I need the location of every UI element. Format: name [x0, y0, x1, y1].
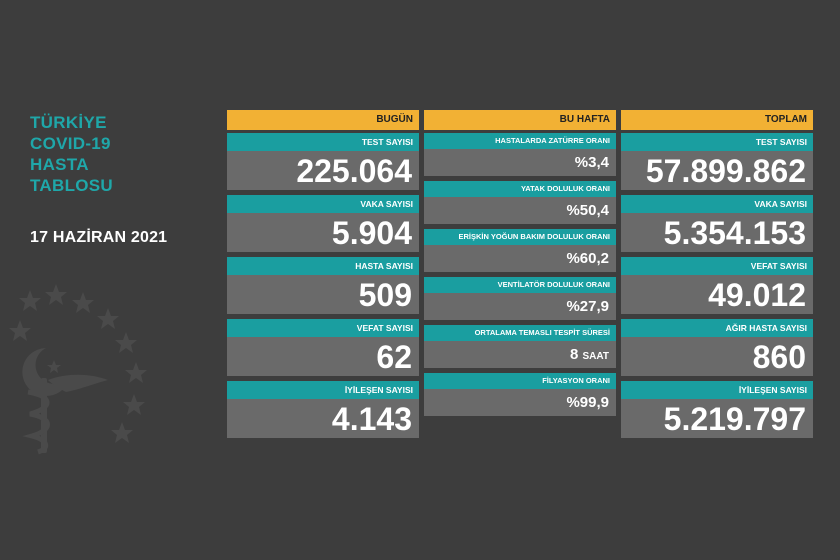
card-value: 860	[621, 337, 813, 376]
today-case-card: VAKA SAYISI 5.904	[227, 195, 419, 252]
card-value: 57.899.862	[621, 151, 813, 190]
total-severe-card: AĞIR HASTA SAYISI 860	[621, 319, 813, 376]
total-column: TOPLAM TEST SAYISI 57.899.862 VAKA SAYIS…	[621, 110, 813, 443]
card-label: İYİLEŞEN SAYISI	[621, 381, 813, 399]
title-line-3: HASTA	[30, 155, 89, 174]
today-column: BUGÜN TEST SAYISI 225.064 VAKA SAYISI 5.…	[227, 110, 419, 443]
card-value: %60,2	[424, 245, 616, 272]
week-pneumonia-card: HASTALARDA ZATÜRRE ORANI %3,4	[424, 133, 616, 176]
card-label: YATAK DOLULUK ORANI	[424, 181, 616, 197]
title-line-1: TÜRKİYE	[30, 113, 107, 132]
card-value: 5.219.797	[621, 399, 813, 438]
week-icu-card: ERİŞKİN YOĞUN BAKIM DOLULUK ORANI %60,2	[424, 229, 616, 272]
week-filiation-card: FİLYASYON ORANI %99,9	[424, 373, 616, 416]
card-label: TEST SAYISI	[621, 133, 813, 151]
card-value: 5.354.153	[621, 213, 813, 252]
card-label: VENTİLATÖR DOLULUK ORANI	[424, 277, 616, 293]
today-patient-card: HASTA SAYISI 509	[227, 257, 419, 314]
card-value: 509	[227, 275, 419, 314]
week-header: BU HAFTA	[424, 110, 616, 130]
card-label: İYİLEŞEN SAYISI	[227, 381, 419, 399]
value-unit: SAAT	[582, 351, 609, 362]
value-number: 8	[570, 346, 579, 363]
week-bed-card: YATAK DOLULUK ORANI %50,4	[424, 181, 616, 224]
card-label: VAKA SAYISI	[227, 195, 419, 213]
card-label: AĞIR HASTA SAYISI	[621, 319, 813, 337]
card-label: ERİŞKİN YOĞUN BAKIM DOLULUK ORANI	[424, 229, 616, 245]
today-death-card: VEFAT SAYISI 62	[227, 319, 419, 376]
card-value: %99,9	[424, 389, 616, 416]
card-value: 4.143	[227, 399, 419, 438]
title-line-4: TABLOSU	[30, 176, 113, 195]
week-column: BU HAFTA HASTALARDA ZATÜRRE ORANI %3,4 Y…	[424, 110, 616, 421]
card-label: TEST SAYISI	[227, 133, 419, 151]
card-value: 8 SAAT	[424, 341, 616, 368]
total-death-card: VEFAT SAYISI 49.012	[621, 257, 813, 314]
card-label: ORTALAMA TEMASLI TESPİT SÜRESİ	[424, 325, 616, 341]
card-value: %3,4	[424, 149, 616, 176]
card-value: %50,4	[424, 197, 616, 224]
today-recovered-card: İYİLEŞEN SAYISI 4.143	[227, 381, 419, 438]
health-ministry-emblem-icon	[9, 284, 147, 455]
card-label: VEFAT SAYISI	[227, 319, 419, 337]
today-header: BUGÜN	[227, 110, 419, 130]
card-value: 225.064	[227, 151, 419, 190]
total-case-card: VAKA SAYISI 5.354.153	[621, 195, 813, 252]
card-value: 5.904	[227, 213, 419, 252]
card-value: %27,9	[424, 293, 616, 320]
week-ventilator-card: VENTİLATÖR DOLULUK ORANI %27,9	[424, 277, 616, 320]
card-label: HASTA SAYISI	[227, 257, 419, 275]
today-test-card: TEST SAYISI 225.064	[227, 133, 419, 190]
total-recovered-card: İYİLEŞEN SAYISI 5.219.797	[621, 381, 813, 438]
card-label: VAKA SAYISI	[621, 195, 813, 213]
page-title: TÜRKİYE COVID-19 HASTA TABLOSU	[30, 112, 113, 196]
card-value: 49.012	[621, 275, 813, 314]
card-label: VEFAT SAYISI	[621, 257, 813, 275]
week-contact-time-card: ORTALAMA TEMASLI TESPİT SÜRESİ 8 SAAT	[424, 325, 616, 368]
total-test-card: TEST SAYISI 57.899.862	[621, 133, 813, 190]
total-header: TOPLAM	[621, 110, 813, 130]
card-value: 62	[227, 337, 419, 376]
card-label: HASTALARDA ZATÜRRE ORANI	[424, 133, 616, 149]
report-date: 17 HAZİRAN 2021	[30, 229, 168, 246]
card-label: FİLYASYON ORANI	[424, 373, 616, 389]
title-line-2: COVID-19	[30, 134, 111, 153]
